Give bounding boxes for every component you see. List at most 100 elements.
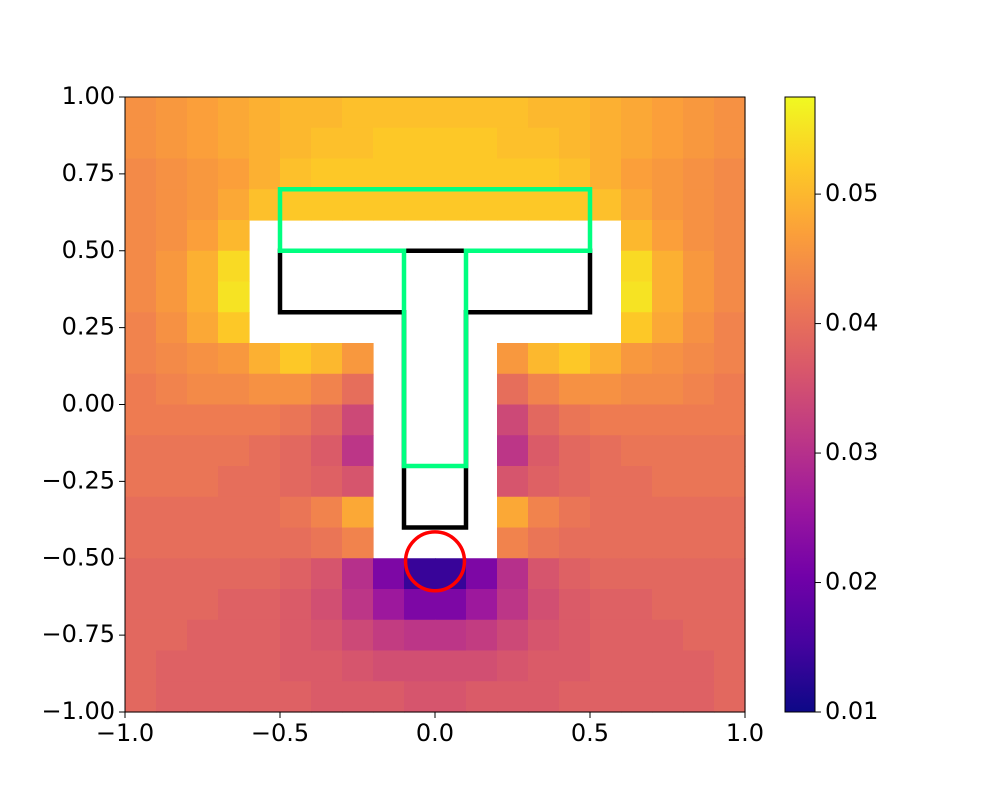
heatmap-cell xyxy=(683,343,715,375)
heatmap-cell xyxy=(714,496,746,529)
heatmap-cell xyxy=(466,189,498,221)
colorbar-tick-label: 0.04 xyxy=(825,309,878,337)
heatmap-cell xyxy=(528,373,560,406)
heatmap-cell xyxy=(342,189,374,221)
heatmap-cell xyxy=(683,220,715,252)
heatmap-cell xyxy=(373,558,405,590)
heatmap-cell xyxy=(218,158,250,190)
y-tick-label: −1.00 xyxy=(41,697,115,725)
heatmap-cell xyxy=(218,189,250,221)
heatmap-cell xyxy=(249,127,281,160)
heatmap-cell xyxy=(714,404,746,436)
heatmap-cell xyxy=(683,250,715,283)
heatmap-cell xyxy=(497,373,529,406)
heatmap-cell xyxy=(466,558,498,590)
heatmap-cell xyxy=(497,558,529,590)
heatmap-cell xyxy=(435,650,467,682)
heatmap-cell xyxy=(497,189,529,221)
heatmap-cell xyxy=(280,127,312,160)
x-tick-label: −1.0 xyxy=(96,719,154,747)
heatmap-cell xyxy=(528,558,560,590)
heatmap-cell xyxy=(652,97,684,129)
heatmap-cell xyxy=(125,527,157,559)
heatmap-cell xyxy=(218,496,250,529)
heatmap-cell xyxy=(280,496,312,529)
heatmap-cell xyxy=(683,435,715,467)
heatmap-cell xyxy=(187,527,219,559)
heatmap-cell xyxy=(590,373,622,406)
heatmap-cell xyxy=(187,558,219,590)
heatmap-cell xyxy=(125,127,157,160)
heatmap-cell xyxy=(311,466,343,498)
heatmap-cell xyxy=(311,158,343,190)
heatmap-cell xyxy=(125,404,157,436)
heatmap-cell xyxy=(373,97,405,129)
heatmap-cell xyxy=(714,158,746,190)
heatmap-cell xyxy=(218,97,250,129)
heatmap-cell xyxy=(435,97,467,129)
heatmap-cell xyxy=(590,343,622,375)
heatmap-cell xyxy=(187,220,219,252)
heatmap-cell xyxy=(683,681,715,713)
heatmap-cell xyxy=(342,343,374,375)
y-tick-label: 0.75 xyxy=(62,159,115,187)
heatmap-cell xyxy=(125,220,157,252)
heatmap-cell xyxy=(187,589,219,621)
heatmap-cell xyxy=(187,619,219,652)
heatmap-cell xyxy=(156,250,188,283)
heatmap-cell xyxy=(404,619,436,652)
heatmap-cell xyxy=(559,527,591,559)
heatmap-cell xyxy=(125,250,157,283)
heatmap-cell xyxy=(714,558,746,590)
heatmap-cell xyxy=(311,97,343,129)
heatmap-cell xyxy=(559,404,591,436)
heatmap-cell xyxy=(280,650,312,682)
heatmap-cell xyxy=(683,466,715,498)
heatmap-cell xyxy=(714,619,746,652)
heatmap-cell xyxy=(404,189,436,221)
heatmap-cell xyxy=(528,466,560,498)
heatmap-cell xyxy=(714,281,746,313)
heatmap-cell xyxy=(652,435,684,467)
heatmap-cell xyxy=(311,127,343,160)
heatmap-cell xyxy=(373,127,405,160)
heatmap-cell xyxy=(311,681,343,713)
y-tick-label: 1.00 xyxy=(62,82,115,110)
heatmap-cell xyxy=(187,312,219,344)
heatmap-cell xyxy=(497,496,529,529)
heatmap-cell xyxy=(342,681,374,713)
heatmap-cell xyxy=(342,404,374,436)
heatmap-cell xyxy=(590,589,622,621)
heatmap-cell xyxy=(590,435,622,467)
heatmap-cell xyxy=(311,558,343,590)
heatmap-cell xyxy=(528,496,560,529)
heatmap-cell xyxy=(528,435,560,467)
heatmap-cell xyxy=(156,435,188,467)
heatmap-cell xyxy=(621,373,653,406)
heatmap-cell xyxy=(497,681,529,713)
heatmap-cell xyxy=(404,589,436,621)
heatmap-cell xyxy=(621,558,653,590)
heatmap-cell xyxy=(590,681,622,713)
heatmap-cell xyxy=(621,158,653,190)
heatmap-cell xyxy=(280,189,312,221)
heatmap-cell xyxy=(342,589,374,621)
heatmap-cell xyxy=(125,281,157,313)
heatmap-cell xyxy=(683,496,715,529)
heatmap-cell xyxy=(683,312,715,344)
heatmap-cell xyxy=(311,435,343,467)
heatmap-cell xyxy=(590,466,622,498)
heatmap-cell xyxy=(621,220,653,252)
colorbar xyxy=(784,96,816,713)
heatmap-cell xyxy=(218,435,250,467)
heatmap-cell xyxy=(187,373,219,406)
heatmap-cell xyxy=(187,466,219,498)
heatmap-cell xyxy=(714,589,746,621)
heatmap-cell xyxy=(280,97,312,129)
heatmap-cell xyxy=(652,343,684,375)
heatmap-cell xyxy=(218,127,250,160)
heatmap-cell xyxy=(249,189,281,221)
heatmap-cell xyxy=(249,466,281,498)
heatmap-cell xyxy=(156,281,188,313)
heatmap-cell xyxy=(559,558,591,590)
